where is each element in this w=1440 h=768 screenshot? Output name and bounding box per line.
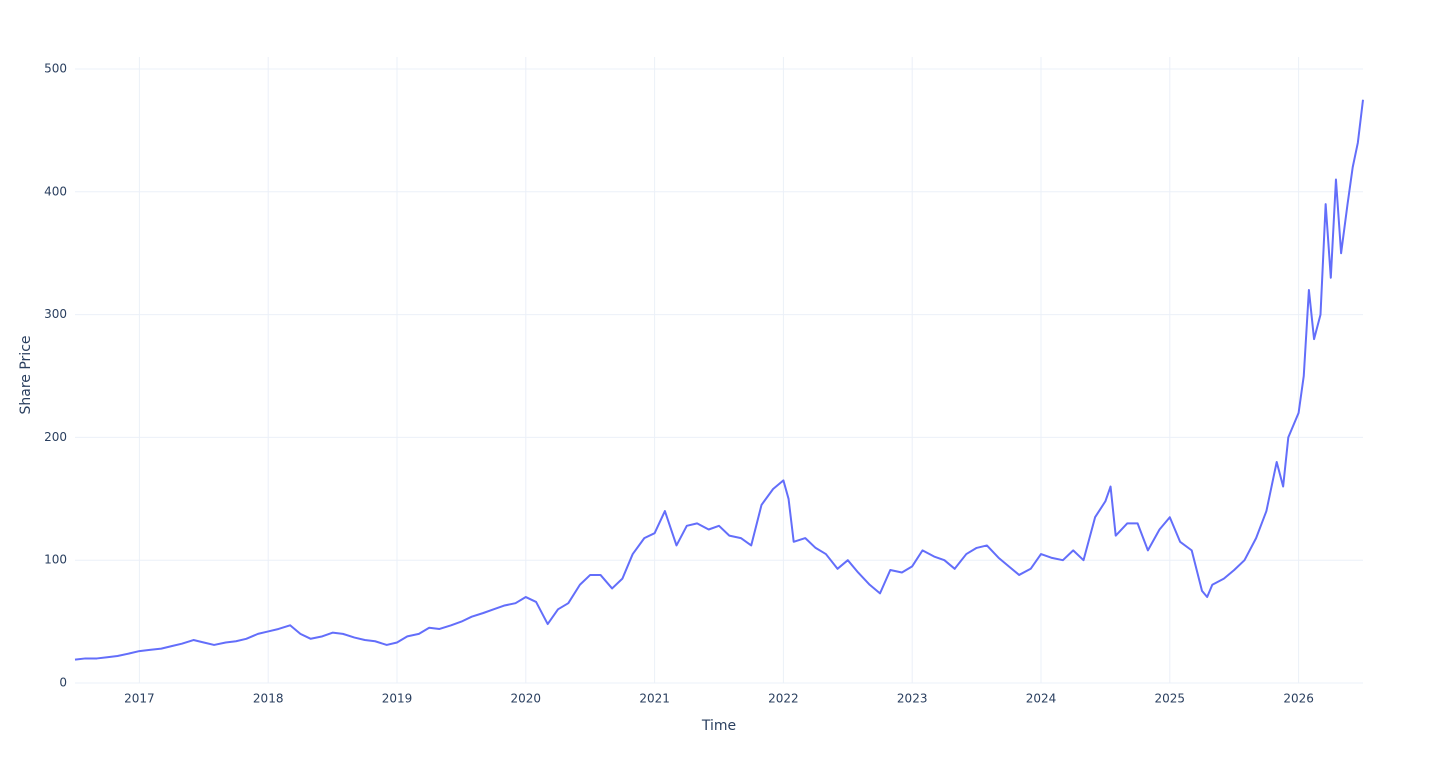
x-tick-label: 2026 — [1283, 692, 1314, 706]
x-tick-label: 2020 — [511, 692, 542, 706]
x-tick-label: 2022 — [768, 692, 799, 706]
y-tick-label: 300 — [44, 307, 67, 321]
y-tick-label: 400 — [44, 184, 67, 198]
x-axis-title: Time — [701, 718, 736, 734]
price-line — [74, 99, 1364, 661]
y-axis-title: Share Price — [18, 335, 34, 414]
x-tick-label: 2017 — [124, 692, 155, 706]
x-tick-label: 2021 — [639, 692, 670, 706]
x-tick-label: 2023 — [897, 692, 928, 706]
y-tick-label: 100 — [44, 553, 67, 567]
y-tick-label: 500 — [44, 62, 67, 76]
y-tick-label: 200 — [44, 430, 67, 444]
y-tick-label: 0 — [59, 676, 67, 690]
x-tick-label: 2019 — [382, 692, 413, 706]
x-tick-label: 2025 — [1155, 692, 1186, 706]
x-tick-label: 2018 — [253, 692, 284, 706]
x-tick-label: 2024 — [1026, 692, 1057, 706]
